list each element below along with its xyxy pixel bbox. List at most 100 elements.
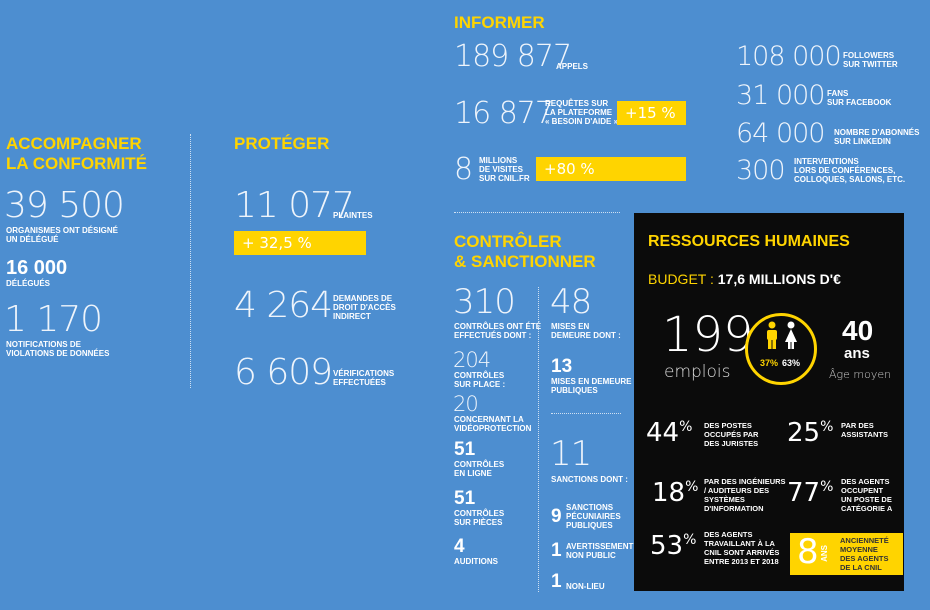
interventions-value: 300 (736, 155, 786, 186)
indirect-access-label-l3: INDIRECT (333, 312, 371, 321)
man-icon (767, 321, 777, 349)
budget-label: BUDGET : (648, 271, 714, 287)
men-percent: 37% (760, 358, 779, 368)
category-a-percent-sign: % (820, 479, 834, 495)
twitter-label-l1: FOLLOWERS (843, 51, 895, 60)
arrivals-label-l3: CNIL SONT ARRIVÉS (704, 548, 780, 557)
twitter-value: 108 000 (736, 41, 842, 72)
controls-label-l1: CONTRÔLES ONT ÉTÉ (454, 322, 542, 331)
onsite-value: 204 (453, 348, 491, 372)
proteger-title: PROTÉGER (234, 134, 330, 153)
calls-value: 189 877 (454, 39, 572, 74)
engineers-label-l3: SYSTÈMES (704, 495, 745, 504)
category-a-label: DES AGENTS OCCUPENT UN POSTE DE CATÉGORI… (841, 477, 892, 513)
budget-line: BUDGET : 17,6 MILLIONS D'€ (648, 271, 841, 287)
breach-value: 1 170 (4, 299, 103, 340)
verifications-label: VÉRIFICATIONS EFFECTUÉES (333, 369, 394, 387)
nonlieu-label: NON-LIEU (566, 582, 605, 591)
seniority-label-l1: ANCIENNETÉ (840, 536, 889, 545)
engineers-number: 18 (652, 478, 686, 508)
warning-value: 1 (551, 540, 562, 561)
interventions-label-l2: LORS DE CONFÉRENCES, (794, 166, 896, 175)
seniority-label-l2: MOYENNE (840, 545, 878, 554)
requests-label: REQUÊTES SUR LA PLATEFORME « BESOIN D'AI… (545, 99, 618, 126)
visits-label-l1: MILLIONS (479, 156, 518, 165)
verifications-label-l1: VÉRIFICATIONS (333, 369, 395, 378)
nonlieu-value: 1 (551, 571, 562, 592)
category-a-label-l4: CATÉGORIE A (841, 504, 893, 513)
accompagner-title-line2: LA CONFORMITÉ (6, 154, 148, 173)
controls-label-l2: EFFECTUÉS DONT : (454, 331, 532, 340)
requests-label-l3: « BESOIN D'AIDE » (545, 117, 619, 126)
jobs-value: 199 (662, 307, 754, 363)
verifications-label-l2: EFFECTUÉES (333, 378, 386, 387)
linkedin-label-l2: SUR LINKEDIN (834, 137, 891, 146)
video-label: CONCERNANT LA VIDÉOPROTECTION (454, 415, 531, 433)
assistants-label: PAR DES ASSISTANTS (841, 421, 888, 439)
age-value: 40 (842, 315, 874, 346)
pecuniary-value: 9 (551, 506, 562, 527)
controls-value: 310 (453, 282, 516, 322)
controler-title-l1: CONTRÔLER (454, 232, 562, 251)
breach-label-l1: NOTIFICATIONS DE (6, 340, 81, 349)
calls-label: APPELS (556, 62, 589, 71)
pecuniary-label: SANCTIONS PÉCUNIAIRES PUBLIQUES (566, 503, 621, 530)
notices-value: 48 (550, 282, 592, 322)
onsite-label: CONTRÔLES SUR PLACE : (454, 371, 505, 389)
lawyers-number: 44 (646, 418, 680, 448)
sanctions-label: SANCTIONS DONT : (551, 475, 628, 484)
engineers-percent-sign: % (685, 479, 699, 495)
linkedin-label: NOMBRE D'ABONNÉS SUR LINKEDIN (834, 128, 919, 146)
requests-label-l1: REQUÊTES SUR (545, 99, 609, 108)
lawyers-label: DES POSTES OCCUPÉS PAR DES JURISTES (704, 421, 758, 448)
divider-col1 (190, 134, 191, 388)
video-value: 20 (453, 392, 479, 416)
interventions-label-l1: INTERVENTIONS (794, 157, 859, 166)
online-value: 51 (454, 439, 476, 460)
arrivals-stat: 53% (650, 533, 696, 559)
engineers-stat: 18% (652, 480, 698, 506)
documents-label-l1: CONTRÔLES (454, 509, 505, 518)
delegates-orgs-label-l1: ORGANISMES ONT DÉSIGNÉ (6, 226, 119, 235)
lawyers-percent-sign: % (679, 419, 693, 435)
delegates-orgs-label-l2: UN DÉLÉGUÉ (6, 235, 59, 244)
seniority-label: ANCIENNETÉ MOYENNE DES AGENTS DE LA CNIL (840, 536, 889, 572)
delegates-label: DÉLÉGUÉS (6, 279, 51, 288)
category-a-label-l3: UN POSTE DE (841, 495, 892, 504)
indirect-access-label-l1: DEMANDES DE (333, 294, 393, 303)
engineers-label-l2: / AUDITEURS DES (704, 486, 770, 495)
requests-change-badge: +15 % (617, 101, 686, 125)
seniority-unit: ANS (820, 545, 829, 562)
jobs-label: emplois (664, 362, 731, 382)
interventions-label-l3: COLLOQUES, SALONS, ETC. (794, 175, 906, 184)
lawyers-stat: 44% (646, 420, 692, 446)
controler-title: CONTRÔLER & SANCTIONNER (454, 232, 596, 272)
engineers-label-l4: D'INFORMATION (704, 504, 764, 513)
assistants-number: 25 (787, 418, 821, 448)
section-accompagner: ACCOMPAGNER LA CONFORMITÉ (6, 134, 186, 394)
category-a-label-l1: DES AGENTS (841, 477, 890, 486)
divider-sanctions (551, 413, 621, 414)
delegates-orgs-label: ORGANISMES ONT DÉSIGNÉ UN DÉLÉGUÉ (6, 226, 118, 244)
category-a-stat: 77% (787, 480, 833, 506)
arrivals-percent-sign: % (683, 532, 697, 548)
facebook-label-l2: SUR FACEBOOK (827, 98, 892, 107)
controls-label: CONTRÔLES ONT ÉTÉ EFFECTUÉS DONT : (454, 322, 541, 340)
public-notices-label-l1: MISES EN DEMEURE (551, 377, 632, 386)
twitter-label: FOLLOWERS SUR TWITTER (843, 51, 898, 69)
lawyers-label-l2: OCCUPÉS PAR (704, 430, 759, 439)
engineers-label: PAR DES INGÉNIEURS / AUDITEURS DES SYSTÈ… (704, 477, 786, 513)
requests-value: 16 877 (454, 96, 554, 131)
facebook-value: 31 000 (736, 80, 825, 111)
arrivals-label: DES AGENTS TRAVAILLANT À LA CNIL SONT AR… (704, 530, 779, 566)
onsite-label-l2: SUR PLACE : (454, 380, 506, 389)
seniority-value: 8 (797, 532, 819, 572)
women-percent: 63% (782, 358, 801, 368)
public-notices-value: 13 (551, 356, 573, 377)
informer-title: INFORMER (454, 13, 545, 32)
accompagner-title-line1: ACCOMPAGNER (6, 134, 142, 153)
seniority-label-l3: DES AGENTS (840, 554, 889, 563)
visits-value: 8 (454, 152, 473, 187)
visits-change-badge: +80 % (536, 157, 686, 181)
assistants-stat: 25% (787, 420, 833, 446)
